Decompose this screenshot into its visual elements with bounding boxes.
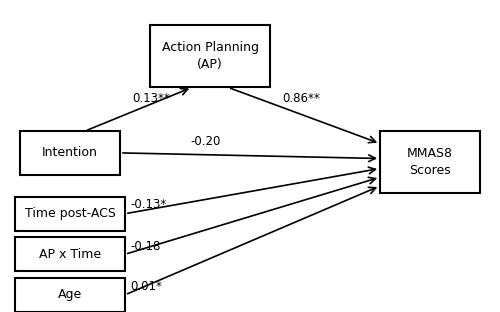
Bar [15,237,125,271]
Text: -0.20: -0.20 [190,135,220,148]
Bar [15,197,125,231]
Text: -0.18: -0.18 [130,240,160,253]
Text: MMAS8
Scores: MMAS8 Scores [407,147,453,177]
Text: Action Planning
(AP): Action Planning (AP) [162,41,258,71]
Bar [15,278,125,312]
Bar [150,25,270,87]
Text: Intention: Intention [42,146,98,159]
Text: AP x Time: AP x Time [39,248,101,261]
Text: Age: Age [58,288,82,301]
Text: Time post-ACS: Time post-ACS [24,207,116,220]
Text: 0.13**: 0.13** [132,91,170,105]
Text: 0.01*: 0.01* [130,280,162,293]
Text: -0.13*: -0.13* [130,197,166,211]
Text: 0.86**: 0.86** [282,91,320,105]
Bar [20,131,120,175]
Bar [380,131,480,193]
